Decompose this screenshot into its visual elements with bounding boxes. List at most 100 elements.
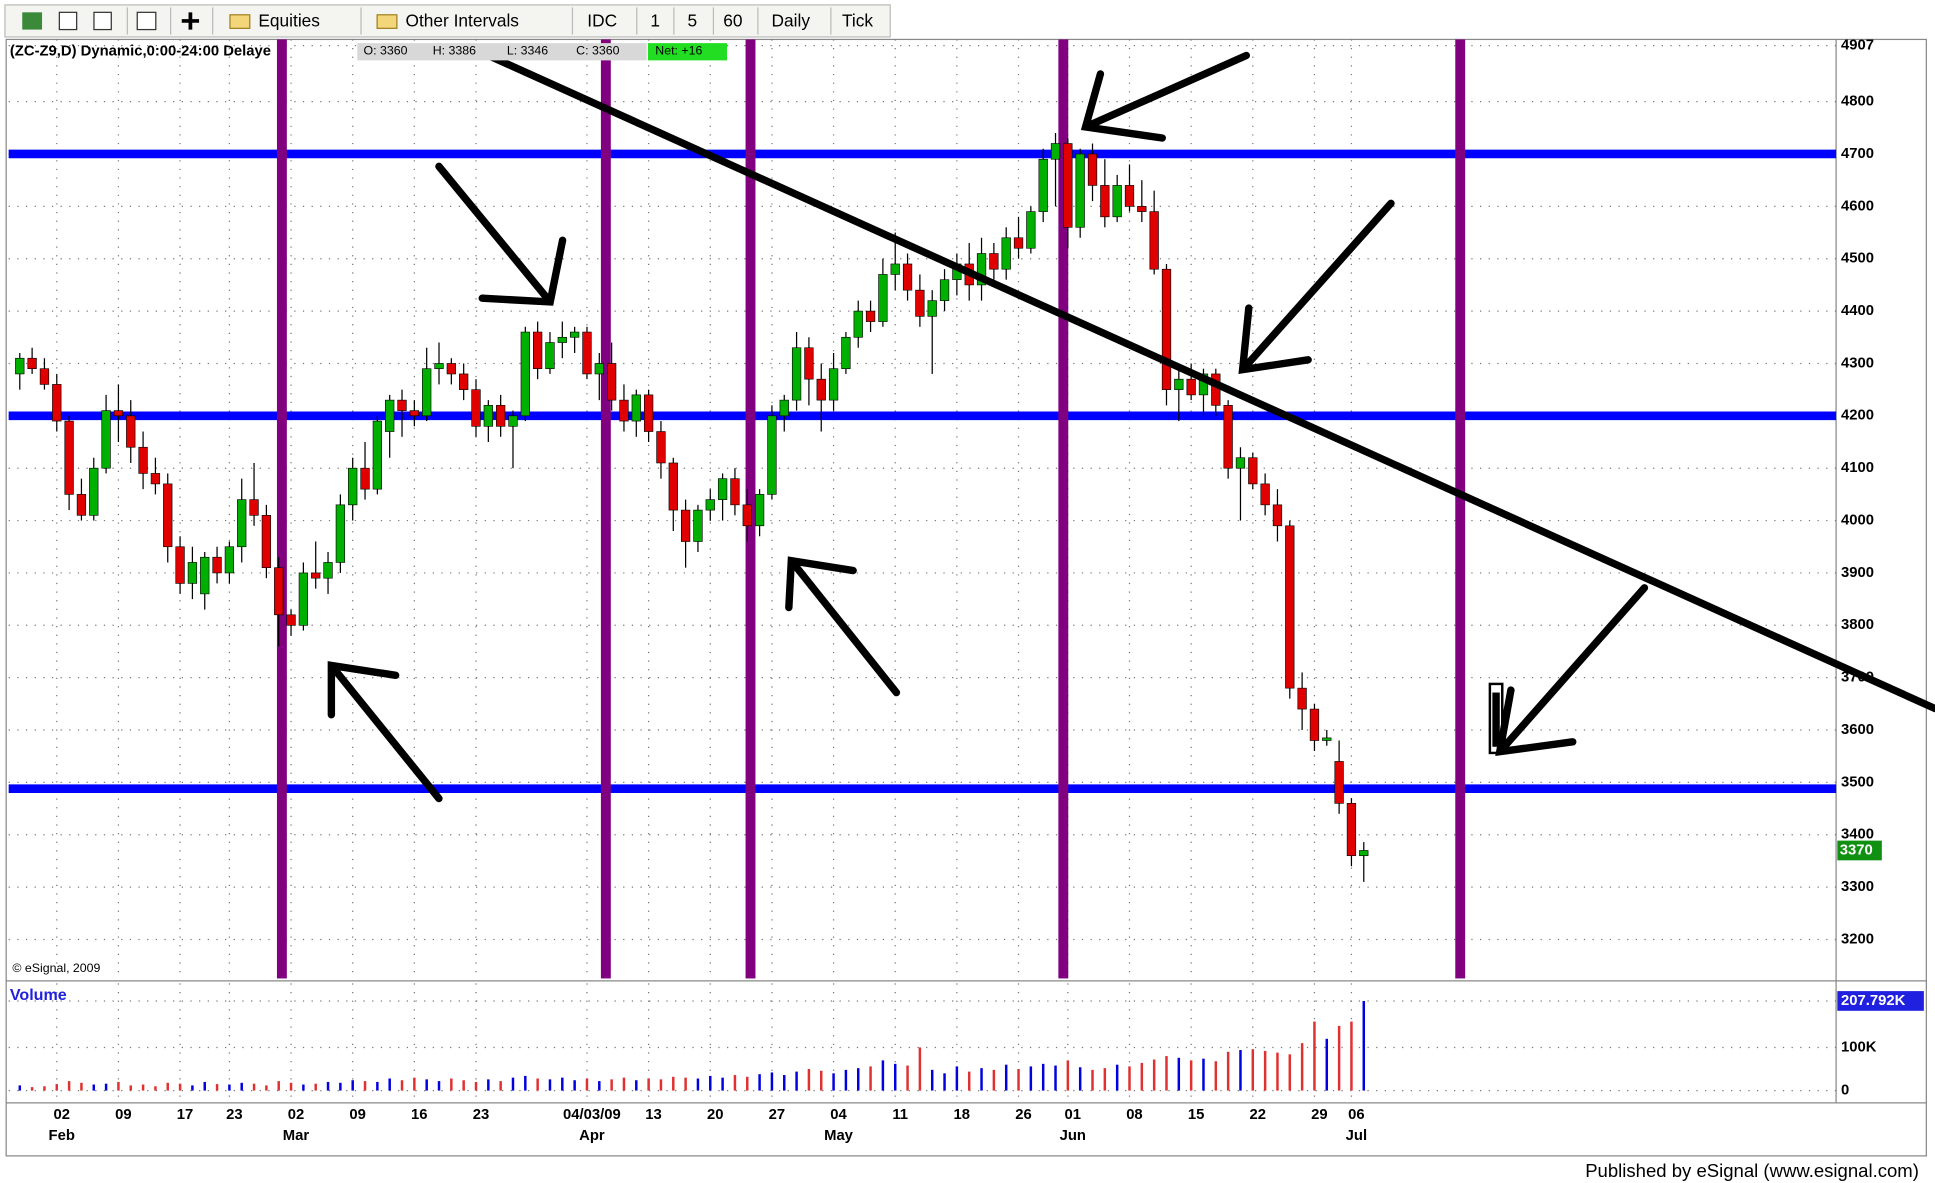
volume-bar bbox=[512, 1078, 514, 1091]
volume-bar bbox=[549, 1079, 551, 1090]
y-tick-label: 3300 bbox=[1841, 879, 1874, 895]
volume-bar bbox=[943, 1073, 945, 1090]
cycle-line bbox=[1455, 39, 1465, 978]
toolbar-button[interactable]: 1 bbox=[650, 11, 660, 31]
volume-bar bbox=[931, 1070, 933, 1091]
candle-body bbox=[706, 500, 715, 510]
toolbar-button[interactable]: 5 bbox=[687, 11, 697, 31]
toolbar-icon[interactable] bbox=[137, 12, 156, 29]
volume-bar bbox=[1276, 1053, 1278, 1091]
candle-body bbox=[595, 363, 604, 373]
volume-bar bbox=[1030, 1066, 1032, 1090]
candle-body bbox=[1224, 405, 1233, 468]
candle-body bbox=[1236, 458, 1245, 468]
toolbar-button[interactable]: Other Intervals bbox=[406, 11, 520, 31]
candle-body bbox=[694, 510, 703, 541]
chart-title: (ZC-Z9,D) Dynamic,0:00-24:00 Delaye bbox=[10, 44, 271, 60]
candle-body bbox=[1359, 850, 1368, 855]
folder-icon bbox=[230, 15, 250, 29]
candle-body bbox=[348, 468, 357, 505]
volume-bar bbox=[314, 1084, 316, 1091]
candle-body bbox=[681, 510, 690, 541]
volume-bar bbox=[425, 1079, 427, 1090]
candle-body bbox=[484, 405, 493, 426]
volume-bar bbox=[253, 1084, 255, 1091]
toolbar-icon[interactable] bbox=[94, 12, 111, 29]
volume-bar bbox=[721, 1078, 723, 1091]
volume-bar bbox=[623, 1078, 625, 1091]
toolbar-icon[interactable] bbox=[59, 12, 76, 29]
volume-bar bbox=[56, 1084, 58, 1090]
candle-body bbox=[447, 363, 456, 373]
candle-body bbox=[1150, 212, 1159, 270]
y-tick-label: 3500 bbox=[1841, 774, 1874, 790]
volume-bar bbox=[80, 1083, 82, 1091]
volume-bar bbox=[1190, 1060, 1192, 1090]
candle-body bbox=[854, 311, 863, 337]
x-tick-label: 11 bbox=[892, 1107, 908, 1123]
volume-bar bbox=[795, 1072, 797, 1091]
volume-bar bbox=[993, 1070, 995, 1091]
volume-bar bbox=[734, 1075, 736, 1091]
candle-body bbox=[1298, 688, 1307, 709]
volume-bar bbox=[351, 1080, 353, 1090]
candle-body bbox=[472, 390, 481, 427]
candle-body bbox=[250, 500, 259, 516]
candle-body bbox=[1335, 761, 1344, 803]
candle-body bbox=[928, 301, 937, 317]
toolbar-icon[interactable] bbox=[22, 12, 42, 29]
candle-body bbox=[829, 369, 838, 400]
x-tick-label: 09 bbox=[349, 1107, 365, 1123]
candle-body bbox=[15, 358, 24, 374]
toolbar-button[interactable]: Daily bbox=[772, 11, 811, 31]
candle-body bbox=[361, 468, 370, 489]
volume-bar bbox=[1363, 1001, 1365, 1091]
volume-bar bbox=[1338, 1026, 1340, 1091]
volume-bar bbox=[573, 1080, 575, 1090]
volume-bar bbox=[130, 1085, 132, 1090]
quote-value: 3360 bbox=[380, 44, 408, 58]
volume-bar bbox=[746, 1077, 748, 1091]
volume-bar bbox=[1227, 1052, 1229, 1091]
candle-body bbox=[373, 421, 382, 489]
x-tick-label: 09 bbox=[115, 1107, 131, 1123]
volume-bar bbox=[845, 1070, 847, 1091]
toolbar-button[interactable]: IDC bbox=[587, 11, 617, 31]
volume-bar bbox=[1116, 1065, 1118, 1091]
volume-bar bbox=[1091, 1070, 1093, 1091]
candle-body bbox=[188, 562, 197, 583]
candle-body bbox=[1261, 484, 1270, 505]
x-tick-label: 26 bbox=[1015, 1107, 1031, 1123]
volume-bar bbox=[216, 1084, 218, 1090]
toolbar-button[interactable]: 60 bbox=[723, 11, 742, 31]
volume-bar bbox=[1326, 1039, 1328, 1091]
candle-body bbox=[126, 416, 135, 447]
toolbar-button[interactable]: Equities bbox=[258, 11, 320, 31]
volume-bar bbox=[882, 1060, 884, 1090]
candle-body bbox=[644, 395, 653, 432]
volume-bar bbox=[598, 1081, 600, 1090]
volume-bar bbox=[1153, 1060, 1155, 1091]
toolbar-button[interactable]: Tick bbox=[842, 11, 873, 31]
candle-body bbox=[940, 280, 949, 301]
net-value: +16 bbox=[681, 44, 702, 58]
x-tick-label: 04/03/09 bbox=[563, 1107, 621, 1123]
volume-bar bbox=[771, 1072, 773, 1090]
x-tick-label: 22 bbox=[1249, 1107, 1265, 1123]
candle-body bbox=[89, 468, 98, 515]
candle-body bbox=[1273, 505, 1282, 526]
volume-bar bbox=[832, 1073, 834, 1090]
x-tick-label: 20 bbox=[707, 1107, 723, 1123]
last-price-label: 3370 bbox=[1840, 842, 1873, 858]
candle-body bbox=[139, 447, 148, 473]
quote-value: 3346 bbox=[521, 44, 549, 58]
volume-bar bbox=[1079, 1067, 1081, 1090]
volume-bar bbox=[1313, 1022, 1315, 1091]
candle-body bbox=[299, 573, 308, 625]
quote: O: 3360 bbox=[364, 44, 408, 58]
x-tick-label: 23 bbox=[226, 1107, 242, 1123]
volume-bar bbox=[1239, 1050, 1241, 1091]
candle-body bbox=[903, 264, 912, 290]
candle-body bbox=[422, 369, 431, 416]
candle-body bbox=[274, 568, 283, 615]
